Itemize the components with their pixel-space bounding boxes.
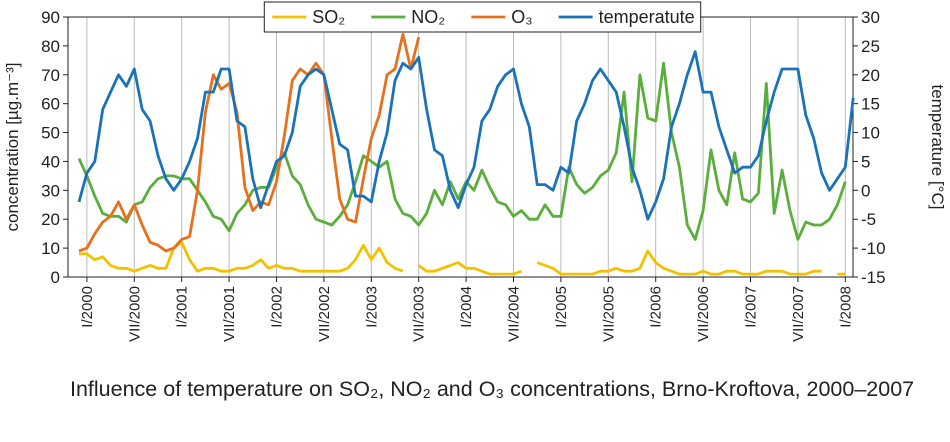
x-tick-label: I/2006 xyxy=(648,286,665,328)
y2-tick-label: -15 xyxy=(861,268,886,287)
y-tick-label: 40 xyxy=(41,152,60,171)
x-tick-label: I/2008 xyxy=(837,286,854,328)
x-tick-label: VII/2002 xyxy=(316,286,333,342)
series-line xyxy=(77,61,847,241)
legend-label: NO₂ xyxy=(411,7,445,27)
y2-tick-label: 10 xyxy=(861,124,880,143)
y-tick-label: 0 xyxy=(51,268,60,287)
y-tick-label: 60 xyxy=(41,95,60,114)
x-tick-label: I/2007 xyxy=(743,286,760,328)
x-tick-label: VII/2006 xyxy=(695,286,712,342)
x-tick-label: VII/2004 xyxy=(506,286,523,342)
x-tick-label: VII/2005 xyxy=(600,286,617,342)
legend: SO₂ NO₂ O₃ temperatute xyxy=(263,1,702,33)
y-axis-label: concentration [µg.m⁻³] xyxy=(3,62,22,231)
y2-tick-label: 5 xyxy=(861,152,870,171)
series-line xyxy=(79,240,846,276)
series-line xyxy=(78,32,421,253)
y2-tick-label: 0 xyxy=(861,181,870,200)
chart-title: Influence of temperature on SO₂, NO₂ and… xyxy=(70,377,915,401)
x-tick-label: VII/2003 xyxy=(411,286,428,342)
y-tick-label: 80 xyxy=(41,37,60,56)
y-tick-label: 30 xyxy=(41,181,60,200)
y2-axis-label: temperature [°C] xyxy=(928,85,947,210)
y-tick-label: 90 xyxy=(41,8,60,27)
x-tick-label: I/2005 xyxy=(553,286,570,328)
y2-tick-label: 20 xyxy=(861,66,880,85)
y2-tick-label: -10 xyxy=(861,239,886,258)
y2-tick-label: -5 xyxy=(861,210,876,229)
x-tick-label: I/2004 xyxy=(458,286,475,328)
y-tick-label: 10 xyxy=(41,239,60,258)
legend-label: temperatute xyxy=(599,7,695,27)
y-tick-label: 20 xyxy=(41,210,60,229)
y2-tick-label: 30 xyxy=(861,8,880,27)
x-tick-label: VII/2001 xyxy=(221,286,238,342)
x-tick-label: I/2000 xyxy=(79,286,96,328)
x-tick-label: I/2001 xyxy=(174,286,191,328)
y2-tick-label: 15 xyxy=(861,95,880,114)
x-tick-label: VII/2000 xyxy=(126,286,143,342)
y-tick-label: 70 xyxy=(41,66,60,85)
x-tick-label: I/2003 xyxy=(363,286,380,328)
x-tick-label: VII/2007 xyxy=(790,286,807,342)
y-tick-label: 50 xyxy=(41,124,60,143)
series-line xyxy=(77,50,855,221)
x-tick-label: I/2002 xyxy=(269,286,286,328)
legend-label: O₃ xyxy=(511,7,532,27)
y2-tick-label: 25 xyxy=(861,37,880,56)
legend-label: SO₂ xyxy=(312,7,345,27)
